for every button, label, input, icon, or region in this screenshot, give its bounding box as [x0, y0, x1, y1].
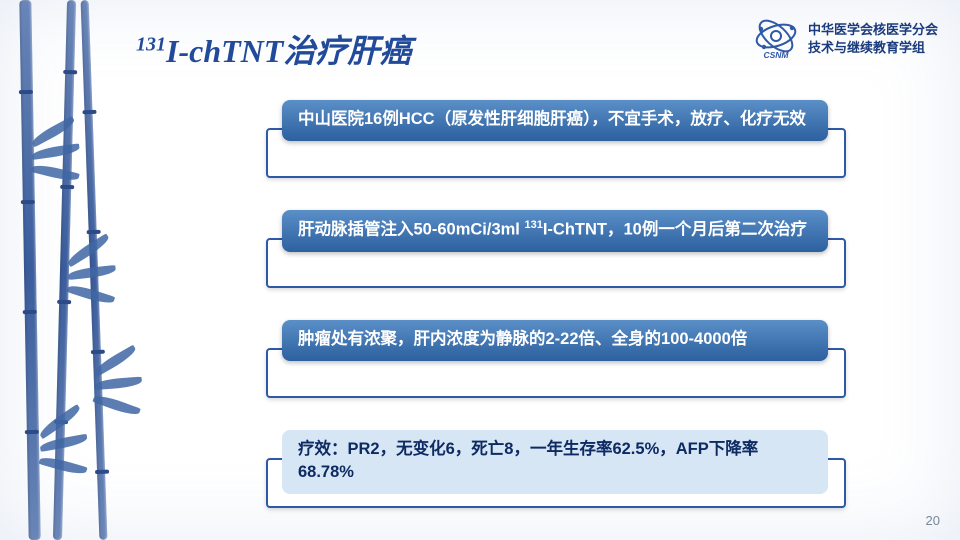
bullet-item-2: 肝动脉插管注入50-60mCi/3ml 131I-ChTNT，10例一个月后第二… — [266, 210, 846, 294]
page-number: 20 — [926, 513, 940, 528]
bullet-text: 疗效：PR2，无变化6，死亡8，一年生存率62.5%，AFP下降率68.78% — [282, 430, 828, 494]
slide-title: 131I-chTNT治疗肝癌 — [136, 26, 411, 72]
bullet-text: 肝动脉插管注入50-60mCi/3ml 131I-ChTNT，10例一个月后第二… — [282, 210, 828, 252]
org-line2: 技术与继续教育学组 — [808, 39, 938, 57]
bullet-item-4: 疗效：PR2，无变化6，死亡8，一年生存率62.5%，AFP下降率68.78% — [266, 430, 846, 514]
bullet-text: 中山医院16例HCC（原发性肝细胞肝癌），不宜手术，放疗、化疗无效 — [282, 100, 828, 141]
content-list: 中山医院16例HCC（原发性肝细胞肝癌），不宜手术，放疗、化疗无效肝动脉插管注入… — [266, 100, 846, 514]
bamboo-decoration — [0, 0, 180, 540]
bullet-item-1: 中山医院16例HCC（原发性肝细胞肝癌），不宜手术，放疗、化疗无效 — [266, 100, 846, 184]
org-header: CSNM 中华医学会核医学分会 技术与继续教育学组 — [752, 18, 938, 60]
org-line1: 中华医学会核医学分会 — [808, 21, 938, 39]
bullet-item-3: 肿瘤处有浓聚，肝内浓度为静脉的2-22倍、全身的100-4000倍 — [266, 320, 846, 404]
org-logo-icon: CSNM — [752, 18, 800, 60]
svg-text:CSNM: CSNM — [763, 50, 789, 60]
bullet-text: 肿瘤处有浓聚，肝内浓度为静脉的2-22倍、全身的100-4000倍 — [282, 320, 828, 361]
